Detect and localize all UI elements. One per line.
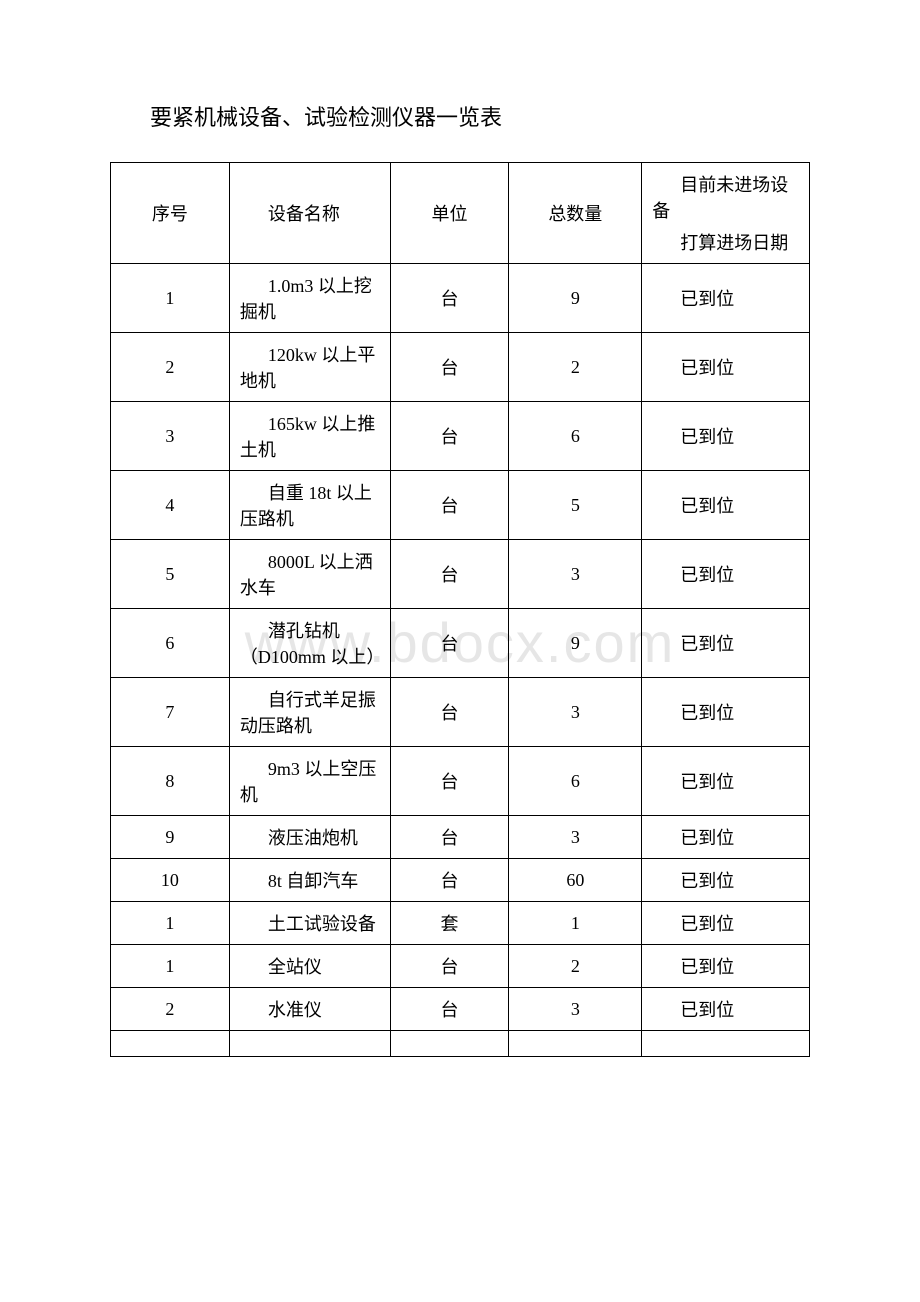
table-row: 7 自行式羊足振动压路机 台 3 已到位 bbox=[111, 678, 810, 747]
cell-unit: 台 bbox=[390, 333, 509, 402]
cell-name: 120kw 以上平地机 bbox=[229, 333, 390, 402]
header-status-line2: 打算进场日期 bbox=[652, 229, 805, 255]
cell-qty: 6 bbox=[509, 402, 642, 471]
table-row: 6 潜孔钻机（D100mm 以上） 台 9 已到位 bbox=[111, 609, 810, 678]
document-title: 要紧机械设备、试验检测仪器一览表 bbox=[150, 100, 810, 132]
table-row: 10 8t 自卸汽车 台 60 已到位 bbox=[111, 859, 810, 902]
cell-status: 已到位 bbox=[642, 471, 810, 540]
cell-unit: 台 bbox=[390, 747, 509, 816]
cell-seq: 1 bbox=[111, 945, 230, 988]
cell-name: 全站仪 bbox=[229, 945, 390, 988]
cell-seq: 10 bbox=[111, 859, 230, 902]
table-row: 9 液压油炮机 台 3 已到位 bbox=[111, 816, 810, 859]
table-row: 2 水准仪 台 3 已到位 bbox=[111, 988, 810, 1031]
cell-unit: 台 bbox=[390, 859, 509, 902]
cell-status: 已到位 bbox=[642, 678, 810, 747]
cell-unit: 台 bbox=[390, 678, 509, 747]
cell-unit: 台 bbox=[390, 471, 509, 540]
cell-qty: 2 bbox=[509, 333, 642, 402]
cell-seq: 9 bbox=[111, 816, 230, 859]
cell-name: 土工试验设备 bbox=[229, 902, 390, 945]
equipment-table: 序号 设备名称 单位 总数量 目前未进场设备 打算进场日期 1 1.0m3 以上… bbox=[110, 162, 810, 1057]
cell-seq: 2 bbox=[111, 988, 230, 1031]
cell-qty: 3 bbox=[509, 540, 642, 609]
table-row: 1 1.0m3 以上挖掘机 台 9 已到位 bbox=[111, 264, 810, 333]
table-row: 1 土工试验设备 套 1 已到位 bbox=[111, 902, 810, 945]
header-unit: 单位 bbox=[390, 163, 509, 264]
cell-qty: 3 bbox=[509, 988, 642, 1031]
cell-seq: 7 bbox=[111, 678, 230, 747]
cell-name: 8t 自卸汽车 bbox=[229, 859, 390, 902]
cell-unit: 台 bbox=[390, 402, 509, 471]
table-row: 1 全站仪 台 2 已到位 bbox=[111, 945, 810, 988]
cell-empty bbox=[642, 1031, 810, 1057]
header-seq: 序号 bbox=[111, 163, 230, 264]
cell-status: 已到位 bbox=[642, 333, 810, 402]
cell-seq: 8 bbox=[111, 747, 230, 816]
cell-name: 液压油炮机 bbox=[229, 816, 390, 859]
table-row: 3 165kw 以上推土机 台 6 已到位 bbox=[111, 402, 810, 471]
cell-qty: 1 bbox=[509, 902, 642, 945]
cell-seq: 2 bbox=[111, 333, 230, 402]
table-empty-row bbox=[111, 1031, 810, 1057]
cell-status: 已到位 bbox=[642, 264, 810, 333]
cell-status: 已到位 bbox=[642, 945, 810, 988]
header-status-line1: 目前未进场设备 bbox=[652, 171, 805, 223]
cell-unit: 台 bbox=[390, 264, 509, 333]
cell-seq: 1 bbox=[111, 264, 230, 333]
header-name: 设备名称 bbox=[229, 163, 390, 264]
cell-seq: 6 bbox=[111, 609, 230, 678]
header-status: 目前未进场设备 打算进场日期 bbox=[642, 163, 810, 264]
table-body: 1 1.0m3 以上挖掘机 台 9 已到位 2 120kw 以上平地机 台 2 … bbox=[111, 264, 810, 1057]
table-header-row: 序号 设备名称 单位 总数量 目前未进场设备 打算进场日期 bbox=[111, 163, 810, 264]
cell-status: 已到位 bbox=[642, 747, 810, 816]
cell-unit: 台 bbox=[390, 816, 509, 859]
cell-status: 已到位 bbox=[642, 609, 810, 678]
table-row: 2 120kw 以上平地机 台 2 已到位 bbox=[111, 333, 810, 402]
cell-unit: 台 bbox=[390, 609, 509, 678]
cell-name: 9m3 以上空压机 bbox=[229, 747, 390, 816]
cell-seq: 3 bbox=[111, 402, 230, 471]
document-content: 要紧机械设备、试验检测仪器一览表 序号 设备名称 单位 总数量 目前未进场设备 … bbox=[110, 100, 810, 1057]
cell-empty bbox=[111, 1031, 230, 1057]
cell-seq: 4 bbox=[111, 471, 230, 540]
cell-qty: 3 bbox=[509, 816, 642, 859]
cell-name: 165kw 以上推土机 bbox=[229, 402, 390, 471]
cell-qty: 6 bbox=[509, 747, 642, 816]
table-row: 8 9m3 以上空压机 台 6 已到位 bbox=[111, 747, 810, 816]
cell-empty bbox=[229, 1031, 390, 1057]
cell-qty: 9 bbox=[509, 264, 642, 333]
cell-status: 已到位 bbox=[642, 402, 810, 471]
cell-name: 8000L 以上洒水车 bbox=[229, 540, 390, 609]
cell-empty bbox=[509, 1031, 642, 1057]
cell-status: 已到位 bbox=[642, 859, 810, 902]
header-qty: 总数量 bbox=[509, 163, 642, 264]
cell-name: 水准仪 bbox=[229, 988, 390, 1031]
cell-status: 已到位 bbox=[642, 988, 810, 1031]
cell-qty: 3 bbox=[509, 678, 642, 747]
cell-name: 自行式羊足振动压路机 bbox=[229, 678, 390, 747]
cell-unit: 台 bbox=[390, 540, 509, 609]
cell-qty: 5 bbox=[509, 471, 642, 540]
cell-empty bbox=[390, 1031, 509, 1057]
cell-qty: 60 bbox=[509, 859, 642, 902]
cell-qty: 2 bbox=[509, 945, 642, 988]
cell-status: 已到位 bbox=[642, 816, 810, 859]
cell-unit: 套 bbox=[390, 902, 509, 945]
cell-name: 潜孔钻机（D100mm 以上） bbox=[229, 609, 390, 678]
cell-status: 已到位 bbox=[642, 540, 810, 609]
cell-unit: 台 bbox=[390, 945, 509, 988]
cell-name: 自重 18t 以上压路机 bbox=[229, 471, 390, 540]
cell-unit: 台 bbox=[390, 988, 509, 1031]
cell-seq: 1 bbox=[111, 902, 230, 945]
cell-seq: 5 bbox=[111, 540, 230, 609]
cell-qty: 9 bbox=[509, 609, 642, 678]
cell-name: 1.0m3 以上挖掘机 bbox=[229, 264, 390, 333]
table-row: 5 8000L 以上洒水车 台 3 已到位 bbox=[111, 540, 810, 609]
cell-status: 已到位 bbox=[642, 902, 810, 945]
table-row: 4 自重 18t 以上压路机 台 5 已到位 bbox=[111, 471, 810, 540]
